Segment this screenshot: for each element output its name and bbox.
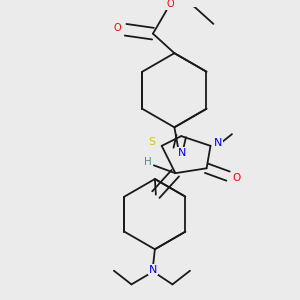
Text: S: S (148, 137, 155, 147)
Text: N: N (178, 148, 186, 158)
Text: O: O (233, 173, 241, 183)
Text: H: H (144, 158, 152, 167)
Text: N: N (214, 138, 223, 148)
Text: O: O (167, 0, 174, 9)
Text: O: O (113, 23, 121, 33)
Text: N: N (149, 265, 157, 275)
